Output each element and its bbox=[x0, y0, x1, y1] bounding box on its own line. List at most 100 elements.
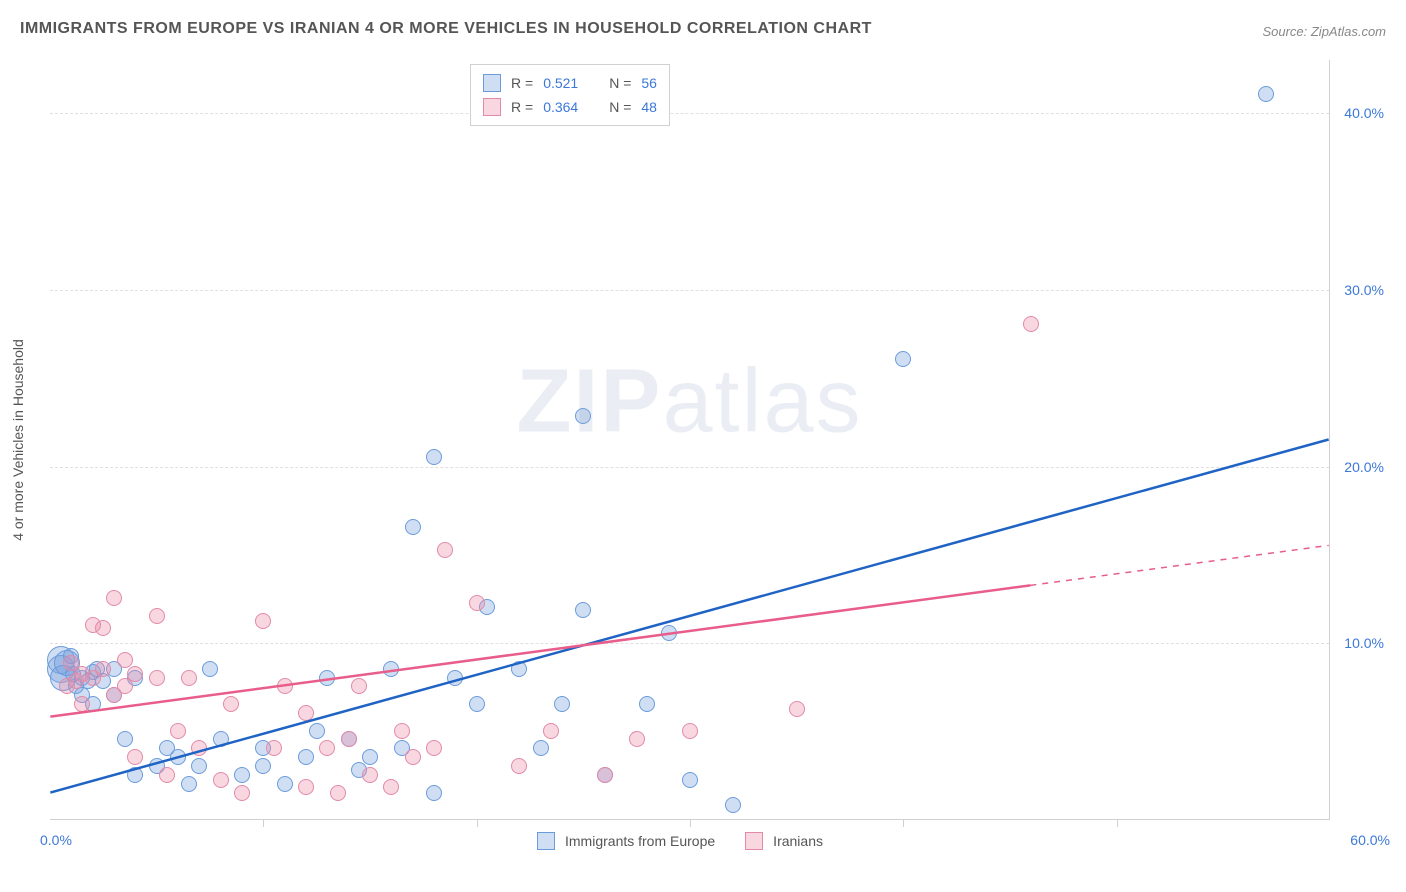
data-point-iranians bbox=[1023, 316, 1039, 332]
data-point-europe bbox=[362, 749, 378, 765]
data-point-europe bbox=[234, 767, 250, 783]
swatch-icon bbox=[537, 832, 555, 850]
gridline bbox=[50, 643, 1329, 644]
data-point-iranians bbox=[469, 595, 485, 611]
data-point-iranians bbox=[106, 590, 122, 606]
gridline bbox=[50, 113, 1329, 114]
data-point-europe bbox=[127, 767, 143, 783]
y-tick-label: 30.0% bbox=[1344, 282, 1384, 298]
data-point-europe bbox=[426, 785, 442, 801]
data-point-iranians bbox=[362, 767, 378, 783]
data-point-iranians bbox=[74, 696, 90, 712]
data-point-iranians bbox=[213, 772, 229, 788]
data-point-europe bbox=[661, 625, 677, 641]
chart-container: ZIPatlas R =0.521N =56R =0.364N =48 10.0… bbox=[50, 60, 1330, 820]
n-value: 48 bbox=[641, 95, 657, 119]
data-point-iranians bbox=[298, 779, 314, 795]
data-point-europe bbox=[469, 696, 485, 712]
data-point-europe bbox=[725, 797, 741, 813]
data-point-europe bbox=[405, 519, 421, 535]
n-value: 56 bbox=[641, 71, 657, 95]
data-point-iranians bbox=[255, 613, 271, 629]
data-point-iranians bbox=[394, 723, 410, 739]
data-point-iranians bbox=[682, 723, 698, 739]
data-point-europe bbox=[895, 351, 911, 367]
y-tick-label: 10.0% bbox=[1344, 635, 1384, 651]
stats-legend: R = 0.521 N = 56R = 0.364 N = 48 bbox=[470, 64, 670, 126]
stats-row-europe: R = 0.521 N = 56 bbox=[483, 71, 657, 95]
swatch-icon bbox=[483, 74, 501, 92]
data-point-iranians bbox=[319, 740, 335, 756]
data-point-iranians bbox=[437, 542, 453, 558]
x-tick bbox=[477, 819, 478, 827]
data-point-europe bbox=[682, 772, 698, 788]
legend-label-europe: Immigrants from Europe bbox=[565, 833, 715, 849]
data-point-europe bbox=[639, 696, 655, 712]
data-point-iranians bbox=[351, 678, 367, 694]
watermark: ZIPatlas bbox=[516, 350, 862, 453]
data-point-iranians bbox=[234, 785, 250, 801]
data-point-iranians bbox=[266, 740, 282, 756]
data-point-iranians bbox=[159, 767, 175, 783]
r-value: 0.364 bbox=[543, 95, 593, 119]
data-point-iranians bbox=[629, 731, 645, 747]
data-point-iranians bbox=[127, 749, 143, 765]
data-point-europe bbox=[426, 449, 442, 465]
data-point-iranians bbox=[127, 666, 143, 682]
swatch-icon bbox=[483, 98, 501, 116]
data-point-europe bbox=[575, 408, 591, 424]
data-point-europe bbox=[202, 661, 218, 677]
gridline bbox=[50, 467, 1329, 468]
data-point-iranians bbox=[277, 678, 293, 694]
y-tick-label: 40.0% bbox=[1344, 105, 1384, 121]
legend-label-iranians: Iranians bbox=[773, 833, 823, 849]
data-point-iranians bbox=[383, 779, 399, 795]
x-tick bbox=[1117, 819, 1118, 827]
r-value: 0.521 bbox=[543, 71, 593, 95]
watermark-bold: ZIP bbox=[516, 351, 662, 451]
data-point-europe bbox=[383, 661, 399, 677]
data-point-iranians bbox=[181, 670, 197, 686]
data-point-europe bbox=[277, 776, 293, 792]
x-tick bbox=[263, 819, 264, 827]
x-tick bbox=[903, 819, 904, 827]
trend-lines-svg bbox=[50, 60, 1329, 819]
y-axis-label: 4 or more Vehicles in Household bbox=[10, 339, 26, 541]
data-point-iranians bbox=[426, 740, 442, 756]
gridline bbox=[50, 290, 1329, 291]
data-point-iranians bbox=[149, 670, 165, 686]
data-point-europe bbox=[181, 776, 197, 792]
data-point-iranians bbox=[170, 723, 186, 739]
data-point-iranians bbox=[341, 731, 357, 747]
data-point-europe bbox=[319, 670, 335, 686]
plot-area: ZIPatlas R =0.521N =56R =0.364N =48 10.0… bbox=[50, 60, 1330, 820]
data-point-europe bbox=[533, 740, 549, 756]
data-point-iranians bbox=[117, 652, 133, 668]
data-point-iranians bbox=[330, 785, 346, 801]
data-point-iranians bbox=[597, 767, 613, 783]
data-point-iranians bbox=[789, 701, 805, 717]
data-point-iranians bbox=[405, 749, 421, 765]
data-point-europe bbox=[117, 731, 133, 747]
r-label: R = bbox=[511, 71, 533, 95]
data-point-europe bbox=[554, 696, 570, 712]
watermark-light: atlas bbox=[662, 351, 862, 451]
data-point-europe bbox=[191, 758, 207, 774]
data-point-iranians bbox=[298, 705, 314, 721]
data-point-iranians bbox=[191, 740, 207, 756]
data-point-europe bbox=[575, 602, 591, 618]
data-point-europe bbox=[298, 749, 314, 765]
data-point-europe bbox=[309, 723, 325, 739]
data-point-europe bbox=[170, 749, 186, 765]
data-point-europe bbox=[511, 661, 527, 677]
n-label: N = bbox=[609, 95, 631, 119]
data-point-europe bbox=[213, 731, 229, 747]
source-attribution: Source: ZipAtlas.com bbox=[1262, 24, 1386, 39]
data-point-iranians bbox=[543, 723, 559, 739]
swatch-icon bbox=[745, 832, 763, 850]
n-label: N = bbox=[609, 71, 631, 95]
data-point-europe bbox=[255, 758, 271, 774]
series-legend: Immigrants from Europe Iranians bbox=[537, 832, 843, 850]
chart-title: IMMIGRANTS FROM EUROPE VS IRANIAN 4 OR M… bbox=[20, 20, 872, 38]
data-point-iranians bbox=[223, 696, 239, 712]
